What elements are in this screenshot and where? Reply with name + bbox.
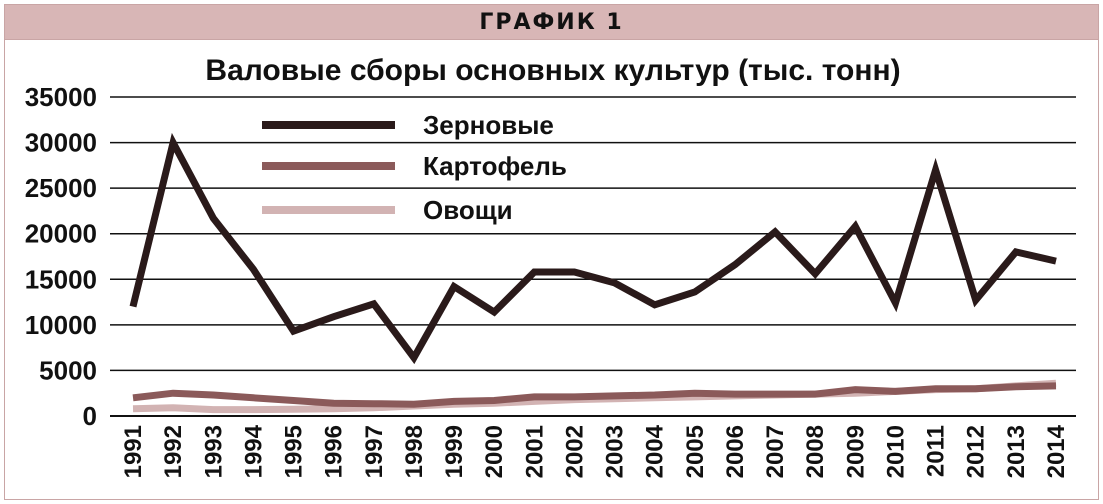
y-tick-label: 5000: [39, 355, 97, 385]
y-tick-label: 30000: [25, 128, 97, 158]
x-tick-label: 2002: [561, 425, 588, 478]
y-tick-label: 25000: [25, 173, 97, 203]
x-tick-label: 2010: [882, 425, 909, 478]
y-tick-label: 0: [83, 401, 97, 431]
x-tick-label: 1995: [281, 425, 308, 478]
y-tick-label: 10000: [25, 310, 97, 340]
x-tick-label: 2012: [963, 425, 990, 478]
x-tick-label: 2005: [682, 425, 709, 478]
x-tick-labels: 1991 1992 1993 1994 1995 1996 1997 1998 1999 2000…: [120, 424, 1070, 478]
x-tick-label: 1994: [240, 424, 267, 478]
y-tick-labels: 0 5000 10000 15000 20000 25000 30000 35000: [25, 82, 97, 431]
chart-title: Валовые сборы основных культур (тыс. тон…: [205, 54, 900, 87]
x-tick-label: 2001: [521, 425, 548, 478]
y-tick-label: 20000: [25, 219, 97, 249]
x-tick-label: 2000: [481, 425, 508, 478]
series-lines: [129, 132, 1057, 414]
series-line-0: [129, 132, 1057, 365]
y-tick-label: 35000: [25, 82, 97, 112]
chart-frame: ГРАФИК 1: [4, 4, 1099, 500]
x-tick-label: 2014: [1043, 424, 1070, 478]
x-tick-label: 2008: [802, 425, 829, 478]
x-tick-label: 2011: [923, 425, 950, 477]
x-tick-label: 1997: [361, 425, 388, 478]
x-tick-label: 2007: [762, 425, 789, 478]
y-tick-label: 15000: [25, 264, 97, 294]
x-tick-label: 2009: [842, 425, 869, 478]
x-tick-label: 1998: [401, 425, 428, 478]
grid-lines: [110, 96, 1076, 417]
legend-label: Овощи: [423, 195, 513, 225]
header-bar: ГРАФИК 1: [5, 5, 1098, 40]
x-tick-label: 2006: [722, 425, 749, 478]
x-tick-label: 2003: [602, 425, 629, 478]
x-tick-label: 1993: [200, 425, 227, 478]
x-tick-label: 1991: [120, 425, 147, 478]
series-line-1: [132, 382, 1057, 408]
x-tick-label: 2004: [642, 424, 669, 478]
legend-label: Зерновые: [423, 110, 554, 140]
x-tick-label: 1996: [321, 425, 348, 478]
x-tick-label: 2013: [1003, 425, 1030, 478]
legend-label: Картофель: [423, 151, 567, 181]
header-label: ГРАФИК 1: [479, 9, 624, 35]
legend: Зерновые Картофель Овощи: [262, 110, 567, 225]
x-tick-label: 1999: [441, 425, 468, 478]
x-tick-label: 1992: [160, 425, 187, 478]
